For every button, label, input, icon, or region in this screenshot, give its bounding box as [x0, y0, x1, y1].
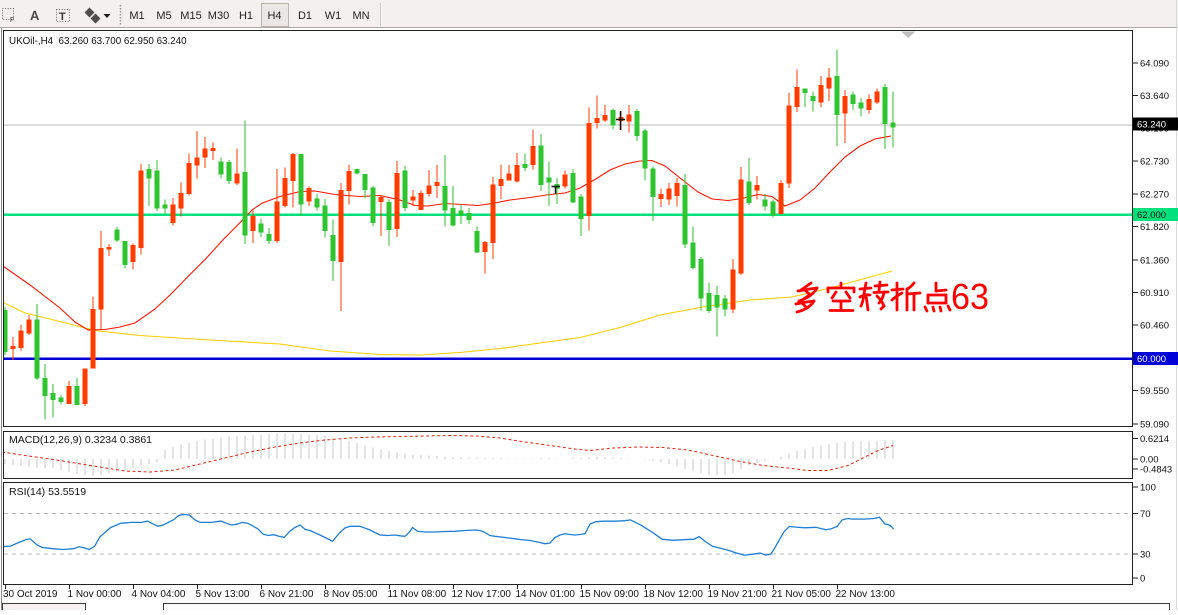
svg-text:18 Nov 12:00: 18 Nov 12:00 — [644, 589, 704, 600]
svg-text:1 Nov 00:00: 1 Nov 00:00 — [68, 589, 122, 600]
svg-text:30: 30 — [1140, 550, 1151, 561]
svg-text:61.360: 61.360 — [1140, 255, 1169, 266]
svg-text:59.090: 59.090 — [1140, 419, 1169, 430]
svg-text:59.550: 59.550 — [1140, 386, 1169, 397]
svg-text:M30: M30 — [208, 10, 229, 22]
svg-text:M15: M15 — [180, 10, 201, 22]
svg-text:H1: H1 — [239, 10, 253, 22]
svg-text:0.00: 0.00 — [1140, 455, 1159, 466]
svg-text:8 Nov 05:00: 8 Nov 05:00 — [324, 589, 378, 600]
svg-text:14 Nov 01:00: 14 Nov 01:00 — [516, 589, 576, 600]
svg-text:UKOil-,H4 63.260 63.700 62.95: UKOil-,H4 63.260 63.700 62.950 63.240 — [9, 36, 187, 47]
svg-text:W1: W1 — [325, 10, 342, 22]
svg-text:F: F — [10, 17, 14, 24]
svg-text:T: T — [59, 11, 66, 23]
svg-text:60.910: 60.910 — [1140, 288, 1169, 299]
svg-text:0.6214: 0.6214 — [1140, 434, 1169, 445]
svg-text:MACD(12,26,9) 0.3234 0.3861: MACD(12,26,9) 0.3234 0.3861 — [9, 434, 152, 446]
svg-text:63.640: 63.640 — [1140, 91, 1169, 102]
svg-text:61.820: 61.820 — [1140, 222, 1169, 233]
svg-text:22 Nov 13:00: 22 Nov 13:00 — [836, 589, 896, 600]
svg-text:M1: M1 — [129, 10, 144, 22]
svg-text:4 Nov 04:00: 4 Nov 04:00 — [132, 589, 186, 600]
svg-text:70: 70 — [1140, 509, 1151, 520]
svg-text:60.460: 60.460 — [1140, 320, 1169, 331]
svg-text:11 Nov 08:00: 11 Nov 08:00 — [388, 589, 447, 600]
svg-text:100: 100 — [1140, 483, 1156, 494]
svg-text:60.000: 60.000 — [1137, 354, 1166, 365]
svg-text:15 Nov 09:00: 15 Nov 09:00 — [580, 589, 640, 600]
svg-text:30 Oct 2019: 30 Oct 2019 — [3, 589, 58, 600]
svg-text:H4: H4 — [267, 10, 281, 22]
svg-text:62.730: 62.730 — [1140, 157, 1169, 168]
svg-text:-0.4843: -0.4843 — [1140, 465, 1172, 476]
svg-text:12 Nov 17:00: 12 Nov 17:00 — [452, 589, 512, 600]
svg-text:M5: M5 — [156, 10, 171, 22]
svg-text:63: 63 — [951, 276, 989, 317]
svg-text:63.240: 63.240 — [1137, 120, 1166, 131]
svg-text:0: 0 — [1140, 574, 1145, 585]
svg-text:62.000: 62.000 — [1137, 210, 1166, 221]
svg-text:62.270: 62.270 — [1140, 190, 1169, 201]
svg-text:D1: D1 — [298, 10, 312, 22]
svg-text:21 Nov 05:00: 21 Nov 05:00 — [772, 589, 832, 600]
svg-text:A: A — [30, 8, 40, 23]
svg-text:6 Nov 21:00: 6 Nov 21:00 — [260, 589, 314, 600]
svg-text:64.090: 64.090 — [1140, 58, 1169, 69]
svg-text:19 Nov 21:00: 19 Nov 21:00 — [708, 589, 768, 600]
svg-text:5 Nov 13:00: 5 Nov 13:00 — [196, 589, 250, 600]
svg-text:MN: MN — [352, 10, 369, 22]
svg-text:RSI(14) 53.5519: RSI(14) 53.5519 — [9, 486, 86, 498]
